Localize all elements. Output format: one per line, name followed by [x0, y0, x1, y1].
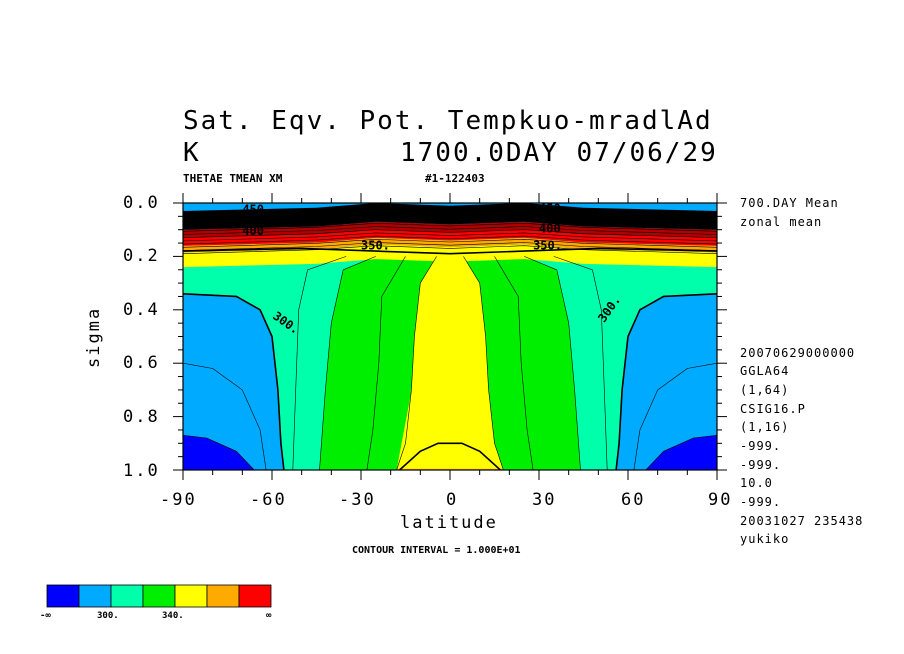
chart-run-id: #1-122403: [425, 172, 485, 185]
contour-interval: CONTOUR INTERVAL = 1.000E+01: [352, 545, 521, 556]
colorbar: [46, 584, 272, 608]
fill-290-right: [616, 293, 717, 470]
fill-310-left: [183, 256, 347, 470]
chart-units: K: [183, 138, 201, 168]
y-tick-label: 0.2: [123, 246, 160, 266]
side-info-line: CSIG16.P: [740, 402, 806, 416]
chart-time: 1700.0DAY 07/06/29: [400, 138, 718, 168]
colorbar-swatch: [174, 584, 208, 608]
colorbar-label: -∞: [40, 611, 51, 621]
x-tick-label: 90: [708, 490, 733, 510]
contour-fills: [183, 203, 717, 470]
y-tick-label: 0.0: [123, 193, 160, 213]
contour-310: [292, 256, 347, 470]
contour-label: 400: [539, 221, 561, 235]
contour-280: [645, 435, 717, 470]
contour-upper: [183, 229, 717, 238]
contour-340: [463, 256, 504, 470]
contour-upper: [183, 235, 717, 245]
colorbar-label: 300.: [97, 611, 119, 621]
fill-350: [396, 256, 504, 470]
colorbar-swatch: [238, 584, 272, 608]
y-axis-label: sigma: [84, 306, 104, 368]
contour-340: [396, 256, 437, 470]
side-info-line: -999.: [740, 458, 782, 472]
x-axis-label: latitude: [400, 513, 498, 533]
fill-310-right: [553, 256, 717, 470]
contour-upper: [183, 213, 717, 222]
fill-upper-band: [183, 229, 717, 246]
contour-280: [183, 435, 255, 470]
contour-label: 450: [539, 201, 561, 215]
contour-upper: [183, 216, 717, 226]
side-info-line: (1,16): [740, 420, 790, 434]
colorbar-swatch: [142, 584, 176, 608]
contour-330: [494, 256, 534, 470]
side-info-line: GGLA64: [740, 364, 790, 378]
contour-label: 350.: [533, 239, 562, 253]
x-tick-label: 30: [532, 490, 557, 510]
contour-300: [183, 293, 285, 470]
contour-350-surface: [399, 442, 501, 470]
contour-upper: [183, 245, 717, 254]
contour-350: [183, 247, 717, 255]
contour-upper: [183, 242, 717, 251]
y-tick-label: 0.8: [123, 407, 160, 427]
x-tick-label: 0: [446, 490, 459, 510]
contour-upper: [183, 222, 717, 232]
side-info-line: 700.DAY Mean: [740, 196, 839, 210]
contour-label: 350.: [361, 239, 390, 253]
contour-300: [615, 293, 717, 470]
contour-label: 450: [242, 203, 264, 217]
colorbar-label: ∞: [266, 611, 272, 621]
side-info-line: yukiko: [740, 532, 790, 546]
contour-330: [366, 256, 406, 470]
contour-310: [553, 256, 608, 470]
x-tick-label: -60: [250, 490, 287, 510]
axis-ticks: [173, 193, 727, 480]
colorbar-swatch: [46, 584, 80, 608]
fill-270-left: [183, 435, 255, 470]
side-info-line: 10.0: [740, 476, 773, 490]
x-tick-label: -30: [339, 490, 376, 510]
side-info-line: zonal mean: [740, 215, 823, 229]
colorbar-label: 340.: [162, 611, 184, 621]
x-tick-label: 60: [621, 490, 646, 510]
side-info-line: (1,64): [740, 383, 790, 397]
contour-label: 400: [242, 224, 264, 238]
chart-variable: THETAE TMEAN XM: [183, 172, 283, 185]
colorbar-swatch: [78, 584, 112, 608]
side-info-line: 20070629000000: [740, 346, 856, 360]
x-tick-label: -90: [160, 490, 197, 510]
colorbar-swatch: [206, 584, 240, 608]
fill-290-left: [183, 293, 284, 470]
contour-upper: [183, 232, 717, 242]
contour-290: [183, 362, 267, 470]
fill-upper-band: [183, 244, 717, 268]
contour-320: [524, 256, 581, 470]
fill-270-right: [645, 435, 717, 470]
contour-320: [319, 256, 376, 470]
contour-upper: [183, 226, 717, 235]
y-tick-label: 0.6: [123, 353, 160, 373]
y-tick-label: 1.0: [123, 461, 160, 481]
contour-290: [633, 362, 717, 470]
contour-lines: [183, 213, 717, 470]
chart-title: Sat. Eqv. Pot. Tempkuo-mradlAd: [183, 106, 713, 136]
contour-upper: [183, 238, 717, 248]
colorbar-swatch: [110, 584, 144, 608]
side-info-line: -999.: [740, 495, 782, 509]
side-info-line: -999.: [740, 439, 782, 453]
contour-upper: [183, 219, 717, 229]
y-tick-label: 0.4: [123, 300, 160, 320]
side-info-line: 20031027 235438: [740, 514, 864, 528]
